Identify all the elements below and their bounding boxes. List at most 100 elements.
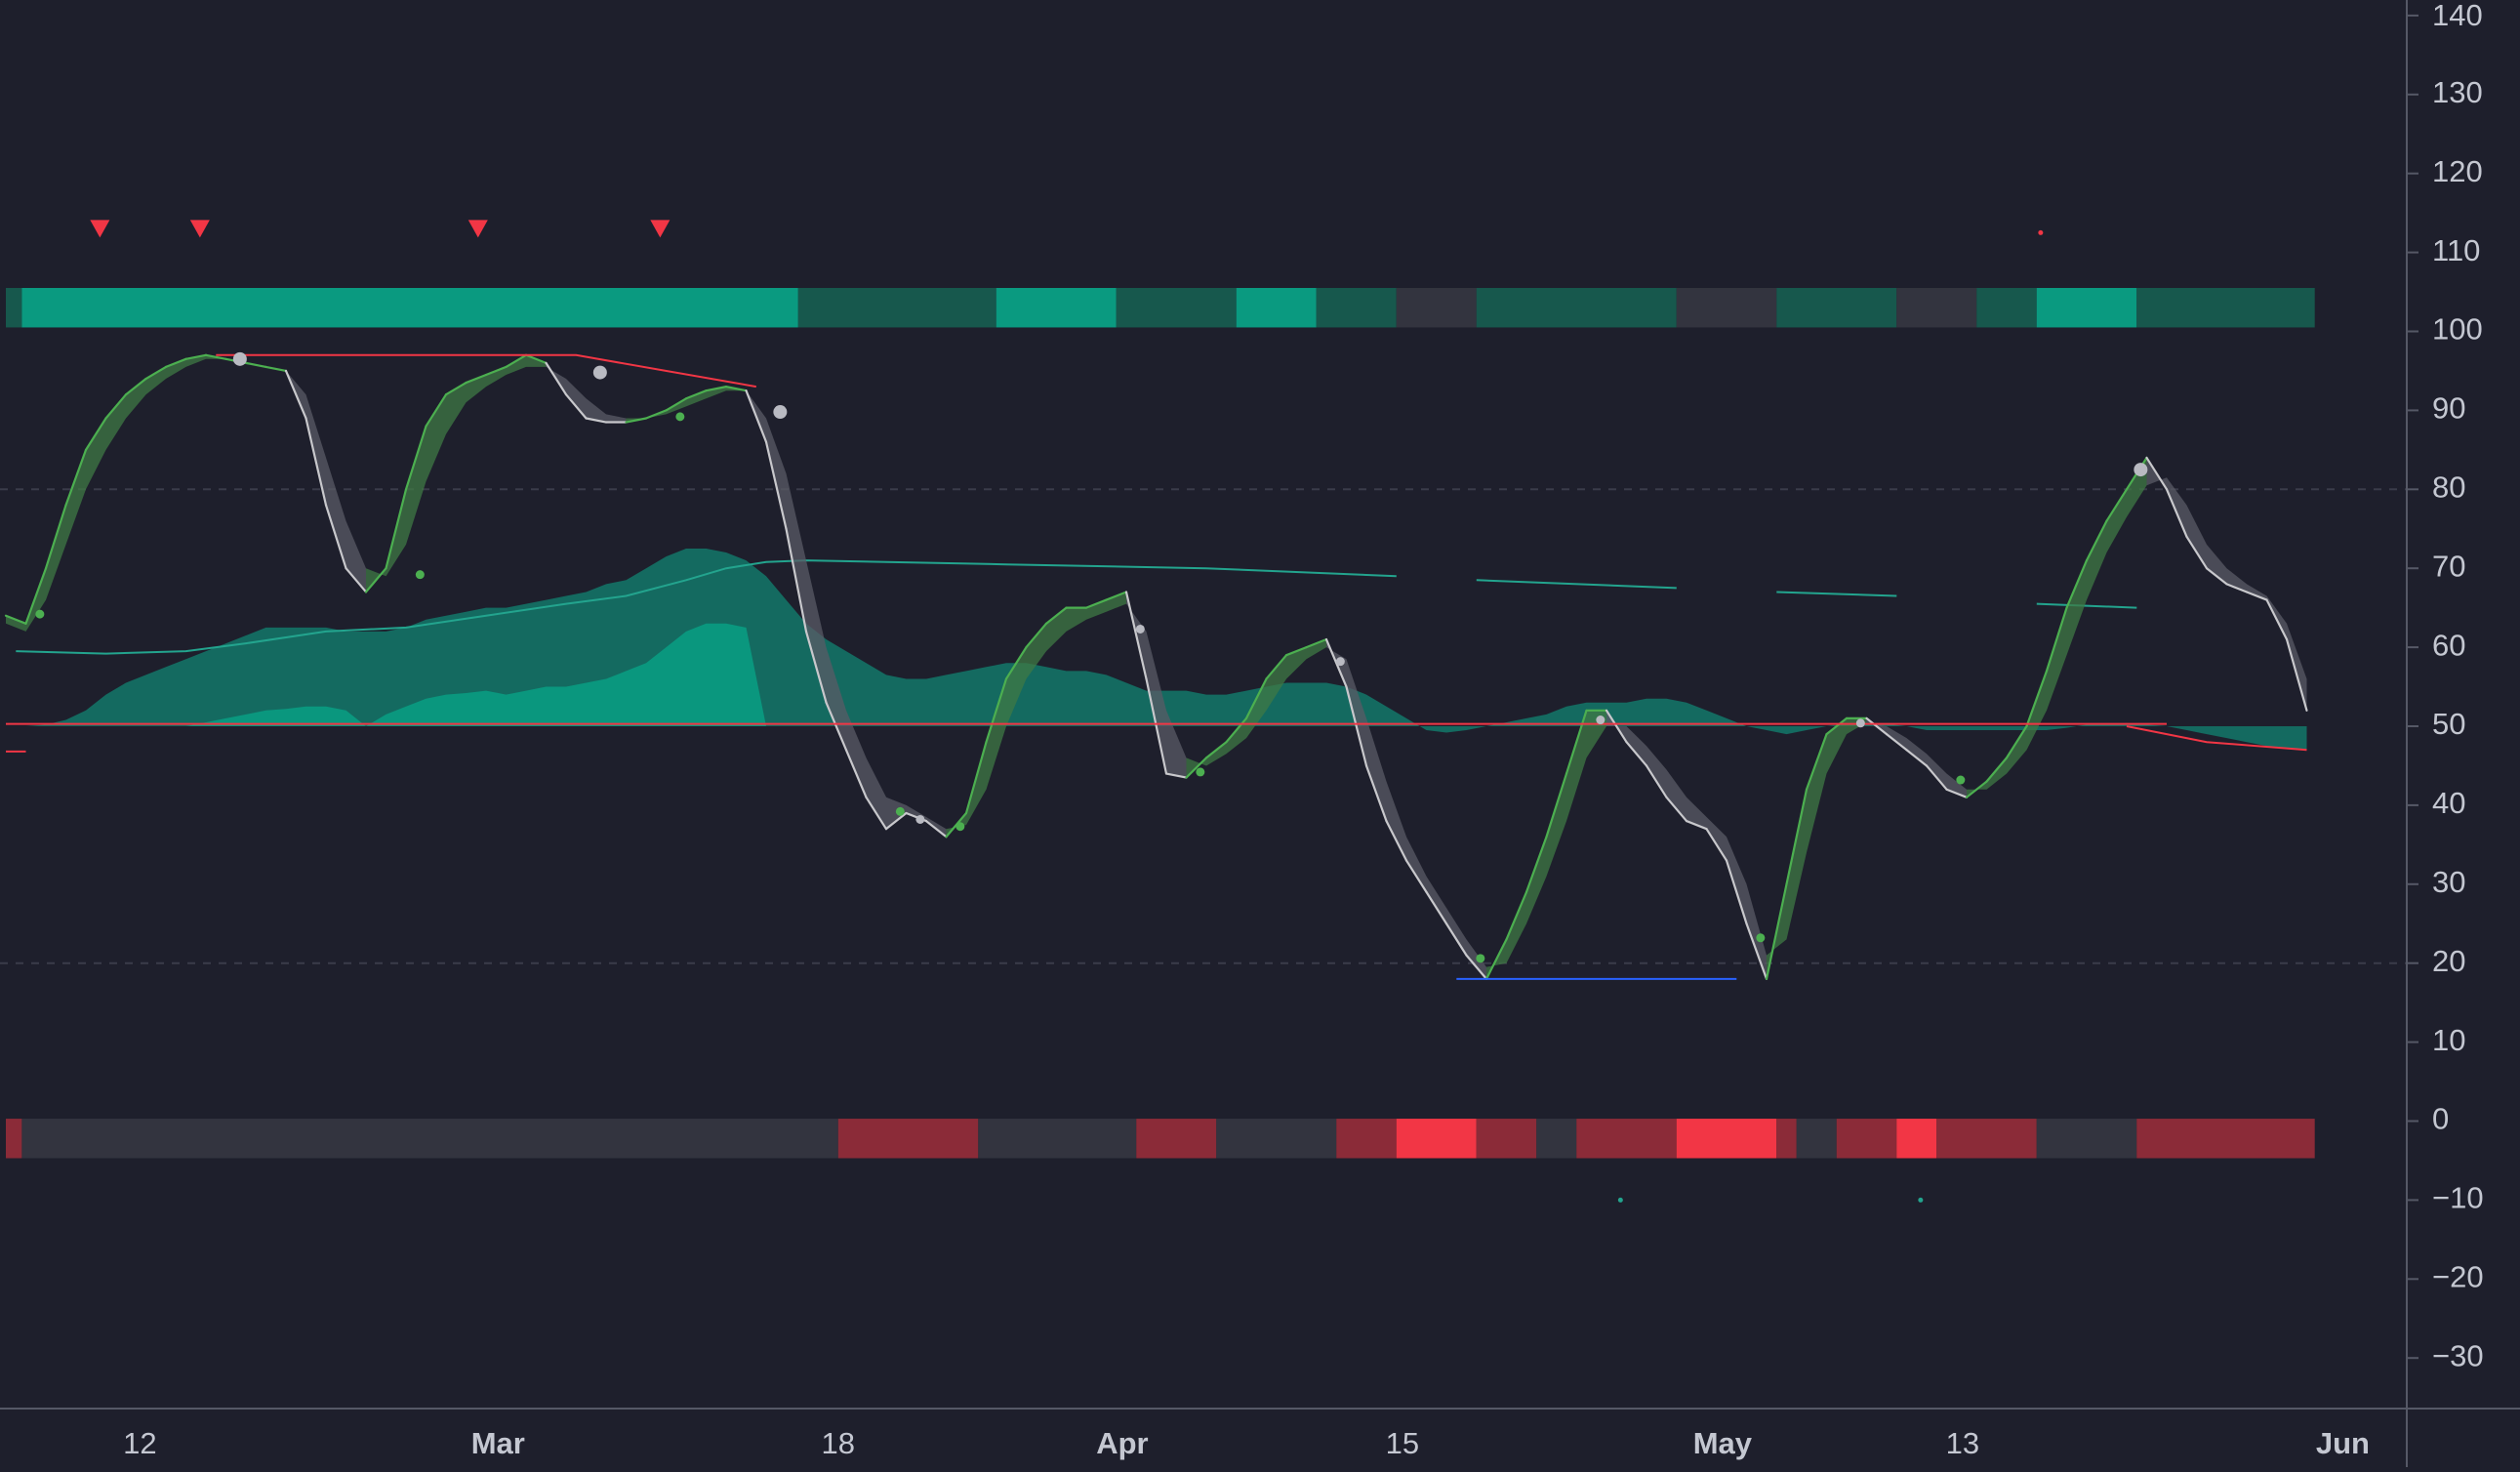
y-tick-label: −10	[2432, 1181, 2484, 1215]
ribbon-segment	[1906, 738, 1927, 766]
ribbon-segment	[1226, 717, 1246, 755]
fast-line-segment	[684, 389, 708, 400]
ribbon-segment	[1786, 789, 1807, 940]
ribbon-segment	[2247, 584, 2267, 600]
red-line-segment	[2126, 725, 2307, 752]
fast-line-segment	[1605, 709, 1628, 744]
fast-line-segment	[345, 567, 368, 593]
fast-line-segment	[264, 365, 288, 373]
top-band-segment	[1116, 288, 1237, 328]
sell-triangle-icon	[467, 220, 488, 238]
ribbon-segment	[1386, 781, 1406, 861]
ribbon-segment	[2087, 520, 2107, 600]
fast-line-segment	[204, 353, 227, 360]
ribbon-segment	[166, 358, 186, 379]
fast-line-segment	[444, 381, 467, 396]
top-band-segment	[996, 288, 1117, 328]
red-signal-dot	[2038, 229, 2044, 235]
fast-line-segment	[1745, 922, 1768, 980]
bottom-band-segment	[1936, 1119, 2037, 1159]
ribbon-segment	[786, 473, 806, 632]
x-tick-label: 13	[1946, 1426, 1979, 1460]
y-tick-label: 110	[2432, 233, 2480, 267]
trend-band-layer	[6, 288, 2315, 1159]
fast-line-segment	[844, 749, 868, 798]
fast-line-segment	[1925, 764, 1948, 791]
fast-line-segment	[425, 393, 448, 428]
fast-line-segment	[1785, 788, 1809, 885]
ribbon-segment	[606, 414, 627, 423]
fast-line-segment	[825, 701, 848, 752]
ribbon-segment	[2047, 607, 2067, 711]
ribbon-segment	[1727, 837, 1747, 924]
x-tick-label: May	[1693, 1426, 1753, 1460]
fast-line-segment	[64, 448, 88, 507]
signal-line-segment	[1776, 591, 1897, 597]
fast-line-segment	[1505, 890, 1528, 941]
x-tick-label: 12	[123, 1426, 156, 1460]
ribbon-segment	[145, 366, 166, 395]
y-tick-label: 90	[2432, 391, 2465, 426]
top-band-segment	[1236, 288, 1317, 328]
fast-line-segment	[1044, 606, 1068, 625]
signal-line-segment	[1476, 579, 1677, 590]
bottom-band-segment	[1216, 1119, 1337, 1159]
ribbon-segment	[1286, 647, 1307, 679]
fast-line-segment	[1164, 772, 1188, 779]
ribbon-segment	[1046, 607, 1067, 652]
fast-line-segment	[144, 365, 168, 381]
fast-line-segment	[1905, 749, 1929, 767]
green-signal-dot	[955, 822, 965, 832]
bottom-band-segment	[1396, 1119, 1477, 1159]
green-signal-dot	[1956, 775, 1966, 785]
ribbon-segment	[1206, 742, 1227, 766]
fast-line-segment	[1345, 685, 1368, 767]
white-signal-dot	[2134, 463, 2148, 477]
fast-line-segment	[124, 377, 147, 396]
fast-line-segment	[1545, 772, 1568, 838]
ribbon-segment	[446, 383, 467, 434]
fast-line-segment	[1965, 780, 1988, 798]
bottom-band-segment	[21, 1119, 838, 1159]
ribbon-segment	[86, 418, 106, 490]
ribbon-segment	[2167, 477, 2187, 537]
ribbon-segment	[766, 418, 787, 529]
ribbon-segment	[1746, 883, 1767, 979]
fast-line-segment	[1185, 756, 1208, 779]
fast-line-segment	[1725, 859, 1748, 925]
fast-line-segment	[2085, 519, 2108, 562]
ribbon-segment	[1927, 754, 1947, 790]
fast-line-segment	[2025, 670, 2049, 728]
sell-triangle-icon	[90, 220, 110, 238]
top-band-segment	[1316, 288, 1397, 328]
fast-line-segment	[1865, 716, 1889, 736]
ribbon-segment	[1006, 647, 1027, 726]
ribbon-segment	[586, 398, 606, 423]
y-tick-label: 120	[2432, 154, 2483, 188]
bottom-band-segment	[6, 1119, 22, 1159]
fast-line-segment	[1265, 654, 1288, 680]
fast-line-segment	[585, 417, 608, 424]
fast-line-segment	[484, 365, 508, 377]
ribbon-segment	[1346, 659, 1366, 766]
ribbon-segment	[426, 394, 446, 482]
ribbon-segment	[1266, 655, 1286, 711]
x-tick-label: Apr	[1096, 1426, 1148, 1460]
oscillator-line-layer	[4, 353, 2308, 980]
top-band-segment	[6, 288, 22, 328]
ribbon-segment	[1026, 623, 1046, 679]
y-tick-label: 50	[2432, 707, 2465, 741]
fast-line-segment	[364, 567, 387, 593]
top-band-segment	[1396, 288, 1477, 328]
ribbon-segment	[506, 354, 526, 375]
ribbon-segment	[2186, 505, 2207, 569]
bottom-band-segment	[1676, 1119, 1777, 1159]
fast-line-segment	[764, 440, 788, 530]
ribbon-segment	[1526, 837, 1547, 924]
fast-line-segment	[24, 567, 48, 625]
fast-line-segment	[2045, 606, 2068, 673]
top-band-segment	[1676, 288, 1777, 328]
green-signal-dot	[1756, 933, 1766, 943]
fast-line-segment	[1084, 598, 1108, 609]
